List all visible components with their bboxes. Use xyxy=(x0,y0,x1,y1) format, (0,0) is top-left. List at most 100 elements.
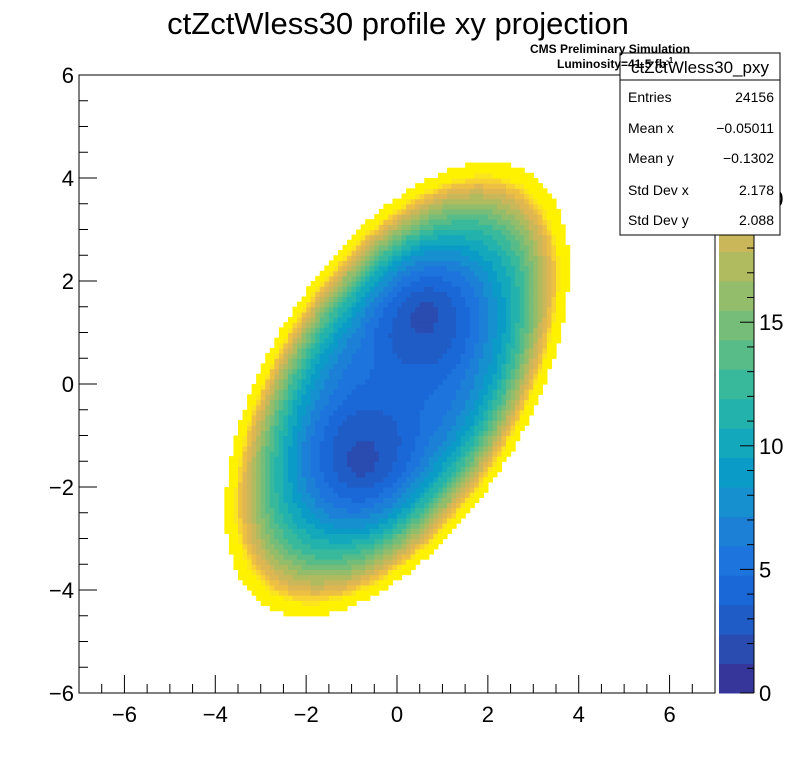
heatmap-cell xyxy=(437,435,444,442)
heatmap-cell xyxy=(283,507,289,514)
heatmap-cell xyxy=(401,219,407,225)
heatmap-cell xyxy=(433,517,439,524)
heatmap-cell xyxy=(546,224,553,231)
heatmap-cell xyxy=(319,445,325,452)
heatmap-cell xyxy=(469,425,475,431)
heatmap-cell xyxy=(365,466,371,473)
heatmap-cell xyxy=(347,301,353,308)
heatmap-cell xyxy=(269,445,275,452)
heatmap-cell xyxy=(378,368,384,375)
heatmap-cell xyxy=(465,389,471,395)
heatmap-cell xyxy=(342,595,348,601)
heatmap-cell xyxy=(365,317,371,323)
heatmap-cell xyxy=(401,270,407,277)
heatmap-cell xyxy=(301,404,307,411)
heatmap-cell xyxy=(496,311,503,318)
heatmap-cell xyxy=(387,337,394,344)
heatmap-cell xyxy=(397,414,403,421)
heatmap-cell xyxy=(351,353,357,359)
heatmap-cell xyxy=(251,492,257,498)
heatmap-cell xyxy=(551,239,557,246)
heatmap-cell xyxy=(501,445,507,452)
heatmap-cell xyxy=(333,291,339,298)
heatmap-cell xyxy=(383,569,389,576)
heatmap-cell xyxy=(433,342,439,349)
heatmap-cell xyxy=(474,311,480,318)
heatmap-cell xyxy=(233,528,239,534)
heatmap-cell xyxy=(456,512,462,519)
heatmap-cell xyxy=(347,497,353,504)
heatmap-cell xyxy=(419,281,425,287)
heatmap-cell xyxy=(456,435,462,442)
heatmap-cell xyxy=(483,481,489,488)
heatmap-cell xyxy=(401,461,407,467)
heatmap-cell xyxy=(260,538,266,545)
heatmap-cell xyxy=(310,600,316,607)
heatmap-cell xyxy=(519,358,525,364)
heatmap-cell xyxy=(278,399,285,406)
heatmap-cell xyxy=(519,322,525,328)
heatmap-cell xyxy=(446,523,453,529)
heatmap-cell xyxy=(446,353,453,359)
heatmap-cell xyxy=(469,172,475,179)
heatmap-cell xyxy=(546,203,553,210)
heatmap-cell xyxy=(487,461,493,467)
heatmap-cell xyxy=(397,543,403,550)
heatmap-cell xyxy=(419,250,425,256)
heatmap-cell xyxy=(446,399,453,406)
heatmap-cell xyxy=(292,306,298,313)
heatmap-cell xyxy=(324,492,330,498)
heatmap-cell xyxy=(365,260,371,267)
heatmap-cell xyxy=(247,543,253,550)
heatmap-cell xyxy=(519,244,525,251)
heatmap-cell xyxy=(442,317,448,323)
heatmap-cell xyxy=(469,445,475,452)
heatmap-cell xyxy=(519,420,525,426)
heatmap-cell xyxy=(265,445,271,452)
heatmap-cell xyxy=(542,188,548,195)
heatmap-cell xyxy=(369,430,375,437)
heatmap-cell xyxy=(269,378,275,385)
heatmap-cell xyxy=(278,533,285,540)
heatmap-cell xyxy=(533,178,539,184)
heatmap-cell xyxy=(360,291,366,298)
heatmap-cell xyxy=(496,394,503,401)
heatmap-cell xyxy=(501,353,507,359)
heatmap-cell xyxy=(460,440,466,447)
heatmap-cell xyxy=(292,590,298,596)
heatmap-cell xyxy=(483,281,489,287)
heatmap-cell xyxy=(356,358,362,364)
heatmap-cell xyxy=(510,399,516,406)
heatmap-cell xyxy=(469,492,475,498)
heatmap-cell xyxy=(510,265,516,272)
heatmap-cell xyxy=(283,512,289,519)
heatmap-cell xyxy=(324,523,330,529)
heatmap-cell xyxy=(328,559,334,565)
heatmap-cell xyxy=(542,291,548,298)
heatmap-cell xyxy=(274,342,280,349)
heatmap-cell xyxy=(465,296,471,303)
heatmap-cell xyxy=(324,595,330,601)
heatmap-cell xyxy=(315,414,321,421)
heatmap-cell xyxy=(465,461,471,467)
heatmap-cell xyxy=(478,198,484,205)
heatmap-cell xyxy=(260,404,266,411)
heatmap-cell xyxy=(310,507,316,514)
heatmap-cell xyxy=(283,481,289,488)
heatmap-cell xyxy=(506,445,512,452)
heatmap-cell xyxy=(406,481,412,488)
heatmap-cell xyxy=(424,229,430,236)
heatmap-cell xyxy=(283,497,289,504)
heatmap-cell xyxy=(347,528,353,534)
heatmap-cell xyxy=(251,471,257,478)
heatmap-cell xyxy=(360,559,366,565)
heatmap-cell xyxy=(347,476,353,483)
heatmap-cell xyxy=(269,574,275,581)
heatmap-cell xyxy=(410,548,416,555)
heatmap-cell xyxy=(324,605,330,612)
heatmap-cell xyxy=(415,466,421,473)
heatmap-cell xyxy=(306,476,312,483)
heatmap-cell xyxy=(551,322,557,328)
heatmap-cell xyxy=(478,291,484,298)
heatmap-cell xyxy=(301,425,307,431)
